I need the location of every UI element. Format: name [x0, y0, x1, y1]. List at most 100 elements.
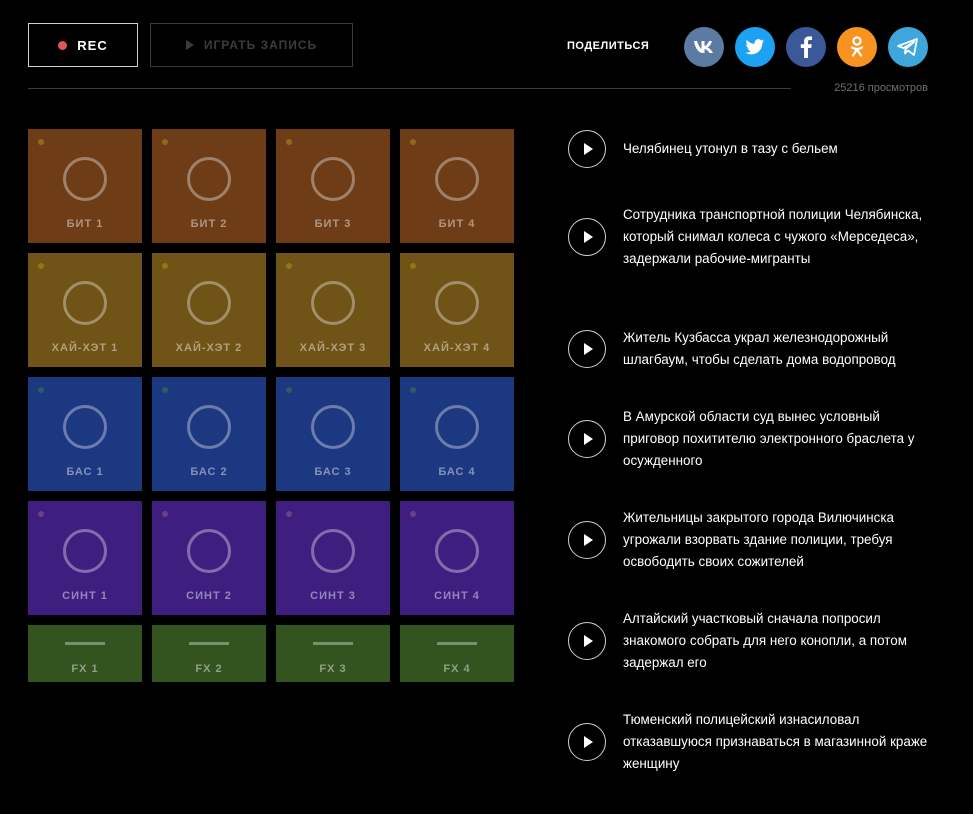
play-recording-label: ИГРАТЬ ЗАПИСЬ [203, 38, 318, 52]
pad-bass-1[interactable]: БАС 1 [28, 377, 142, 491]
pad-ring-icon [63, 281, 107, 325]
play-circle-icon[interactable] [568, 420, 606, 458]
pad-beat-4[interactable]: БИТ 4 [400, 129, 514, 243]
pad-label: СИНТ 1 [62, 590, 108, 602]
pad-synth-2[interactable]: СИНТ 2 [152, 501, 266, 615]
news-title[interactable]: Челябинец утонул в тазу с бельем [623, 141, 838, 156]
pad-indicator-led [286, 139, 292, 145]
pad-bar-icon [65, 642, 105, 645]
pad-ring-icon [187, 529, 231, 573]
odnoklassniki-share-button[interactable] [837, 27, 877, 67]
facebook-icon [800, 36, 812, 58]
pad-indicator-led [410, 511, 416, 517]
pad-label: FX 3 [319, 663, 347, 675]
news-title[interactable]: Тюменский полицейский изнасиловал отказа… [623, 712, 928, 771]
odnoklassniki-icon [850, 36, 864, 57]
pad-synth-4[interactable]: СИНТ 4 [400, 501, 514, 615]
pad-hihat-3[interactable]: ХАЙ-ХЭТ 3 [276, 253, 390, 367]
play-icon [185, 40, 194, 50]
play-circle-icon[interactable] [568, 723, 606, 761]
pad-beat-2[interactable]: БИТ 2 [152, 129, 266, 243]
play-recording-button[interactable]: ИГРАТЬ ЗАПИСЬ [150, 23, 353, 67]
pad-ring-icon [311, 529, 355, 573]
pad-ring-icon [187, 281, 231, 325]
news-item[interactable]: В Амурской области суд вынес условный пр… [568, 406, 938, 472]
pad-ring-icon [187, 405, 231, 449]
pad-indicator-led [162, 139, 168, 145]
pad-bar-icon [437, 642, 477, 645]
news-title[interactable]: В Амурской области суд вынес условный пр… [623, 409, 915, 468]
pad-ring-icon [187, 157, 231, 201]
pad-ring-icon [63, 157, 107, 201]
pad-indicator-led [162, 263, 168, 269]
play-circle-icon[interactable] [568, 130, 606, 168]
pad-fx-3[interactable]: FX 3 [276, 625, 390, 682]
pad-label: FX 1 [71, 663, 99, 675]
pad-fx-1[interactable]: FX 1 [28, 625, 142, 682]
top-toolbar: REC ИГРАТЬ ЗАПИСЬ ПОДЕЛИТЬСЯ [28, 23, 928, 69]
vk-share-button[interactable] [684, 27, 724, 67]
news-item[interactable]: Жительницы закрытого города Вилючинска у… [568, 507, 938, 573]
pad-hihat-2[interactable]: ХАЙ-ХЭТ 2 [152, 253, 266, 367]
facebook-share-button[interactable] [786, 27, 826, 67]
pad-bass-4[interactable]: БАС 4 [400, 377, 514, 491]
news-item[interactable]: Челябинец утонул в тазу с бельем [568, 130, 938, 168]
pad-bass-2[interactable]: БАС 2 [152, 377, 266, 491]
pad-beat-1[interactable]: БИТ 1 [28, 129, 142, 243]
news-item[interactable]: Алтайский участковый сначала попросил зн… [568, 608, 938, 674]
pad-label: БАС 2 [190, 466, 228, 478]
header-divider [28, 88, 791, 89]
pad-label: ХАЙ-ХЭТ 1 [51, 342, 119, 354]
pad-indicator-led [162, 511, 168, 517]
pad-label: БАС 3 [314, 466, 352, 478]
pad-synth-1[interactable]: СИНТ 1 [28, 501, 142, 615]
pad-label: ХАЙ-ХЭТ 4 [423, 342, 491, 354]
pad-hihat-1[interactable]: ХАЙ-ХЭТ 1 [28, 253, 142, 367]
pad-ring-icon [435, 157, 479, 201]
pad-synth-3[interactable]: СИНТ 3 [276, 501, 390, 615]
rec-button[interactable]: REC [28, 23, 138, 67]
pad-bass-3[interactable]: БАС 3 [276, 377, 390, 491]
pad-beat-3[interactable]: БИТ 3 [276, 129, 390, 243]
pad-fx-4[interactable]: FX 4 [400, 625, 514, 682]
pad-indicator-led [38, 263, 44, 269]
pad-indicator-led [38, 139, 44, 145]
pad-label: FX 2 [195, 663, 223, 675]
pad-ring-icon [63, 405, 107, 449]
pad-label: ХАЙ-ХЭТ 3 [299, 342, 367, 354]
news-item[interactable]: Житель Кузбасса украл железнодорожный шл… [568, 327, 938, 371]
pad-fx-2[interactable]: FX 2 [152, 625, 266, 682]
pad-indicator-led [162, 387, 168, 393]
news-title[interactable]: Житель Кузбасса украл железнодорожный шл… [623, 330, 896, 367]
pad-label: БАС 4 [438, 466, 476, 478]
pad-hihat-4[interactable]: ХАЙ-ХЭТ 4 [400, 253, 514, 367]
news-title[interactable]: Алтайский участковый сначала попросил зн… [623, 611, 907, 670]
pad-indicator-led [410, 263, 416, 269]
twitter-share-button[interactable] [735, 27, 775, 67]
news-title[interactable]: Жительницы закрытого города Вилючинска у… [623, 510, 894, 569]
pad-bar-icon [189, 642, 229, 645]
pad-ring-icon [311, 405, 355, 449]
social-share-buttons [684, 27, 928, 67]
news-item[interactable]: Тюменский полицейский изнасиловал отказа… [568, 709, 938, 775]
telegram-share-button[interactable] [888, 27, 928, 67]
play-circle-icon[interactable] [568, 622, 606, 660]
pad-label: БАС 1 [66, 466, 104, 478]
pad-label: БИТ 2 [190, 218, 228, 230]
pad-indicator-led [38, 387, 44, 393]
news-item[interactable]: Сотрудника транспортной полиции Челябинс… [568, 204, 938, 270]
pad-label: БИТ 3 [314, 218, 352, 230]
pad-label: FX 4 [443, 663, 471, 675]
pad-label: ХАЙ-ХЭТ 2 [175, 342, 243, 354]
vk-icon [694, 41, 713, 53]
pad-ring-icon [435, 281, 479, 325]
pad-indicator-led [410, 387, 416, 393]
twitter-icon [745, 38, 765, 54]
play-circle-icon[interactable] [568, 330, 606, 368]
play-circle-icon[interactable] [568, 218, 606, 256]
pad-indicator-led [286, 511, 292, 517]
play-circle-icon[interactable] [568, 521, 606, 559]
news-title[interactable]: Сотрудника транспортной полиции Челябинс… [623, 207, 923, 266]
pad-ring-icon [311, 281, 355, 325]
pad-indicator-led [286, 263, 292, 269]
